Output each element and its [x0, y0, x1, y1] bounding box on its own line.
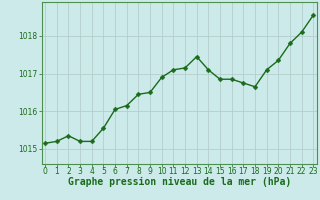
X-axis label: Graphe pression niveau de la mer (hPa): Graphe pression niveau de la mer (hPa)	[68, 177, 291, 187]
